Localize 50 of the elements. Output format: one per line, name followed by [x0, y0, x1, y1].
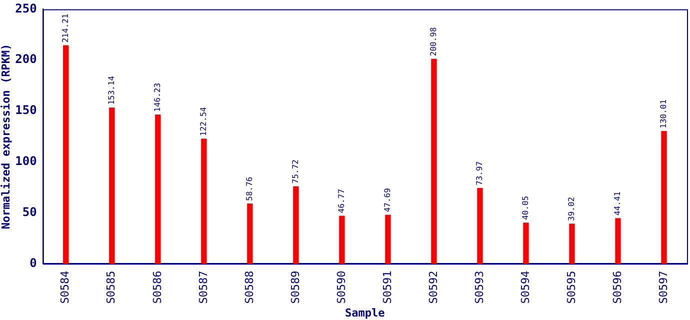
x-tick-label: S0597 [656, 270, 670, 304]
x-axis-title: Sample [345, 306, 386, 320]
data-label: 75.72 [291, 159, 300, 184]
y-tick-label: 200 [15, 52, 37, 66]
data-label: 44.41 [613, 191, 622, 216]
y-axis-title: Normalized expression (RPKM) [0, 44, 12, 230]
bar [201, 138, 207, 264]
bar [63, 45, 69, 264]
data-label: 200.98 [429, 27, 438, 56]
x-tick-label: S0585 [104, 270, 118, 304]
data-label: 73.97 [475, 161, 484, 186]
data-label: 153.14 [106, 76, 116, 105]
bar [615, 218, 621, 264]
bar [247, 204, 253, 264]
x-tick-label: S0596 [610, 270, 624, 304]
x-tick-label: S0593 [472, 270, 486, 304]
x-tick-label: S0584 [58, 270, 72, 304]
bar [477, 188, 483, 264]
x-tick-label: S0595 [564, 270, 578, 304]
bar [569, 224, 575, 264]
data-label: 130.01 [659, 99, 668, 128]
y-tick-label: 0 [30, 256, 37, 270]
data-label: 214.21 [60, 14, 70, 43]
bar [339, 216, 345, 264]
data-label: 58.76 [244, 176, 254, 201]
x-tick-label: S0591 [380, 270, 394, 304]
bar [523, 222, 529, 264]
data-label: 40.05 [521, 196, 530, 220]
y-tick-label: 250 [15, 1, 37, 16]
x-tick-label: S0590 [334, 270, 348, 304]
data-label: 47.69 [383, 188, 392, 212]
y-tick-label: 50 [22, 204, 37, 219]
x-tick-label: S0586 [150, 270, 164, 304]
bar [661, 131, 667, 264]
x-tick-label: S0592 [426, 270, 440, 304]
data-label: 122.54 [198, 106, 208, 136]
data-label: 39.02 [567, 196, 576, 221]
data-label: 146.23 [152, 82, 162, 112]
bar [385, 214, 391, 264]
x-tick-label: S0588 [242, 270, 256, 304]
x-tick-label: S0589 [288, 270, 302, 304]
x-tick-label: S0587 [196, 270, 210, 304]
y-tick-label: 100 [15, 154, 37, 168]
y-tick-label: 150 [15, 103, 37, 118]
bar [155, 114, 161, 264]
x-tick-label: S0594 [518, 270, 532, 304]
bar [293, 186, 299, 264]
bar [431, 58, 437, 264]
data-label: 46.77 [337, 188, 346, 214]
bar [109, 107, 115, 264]
